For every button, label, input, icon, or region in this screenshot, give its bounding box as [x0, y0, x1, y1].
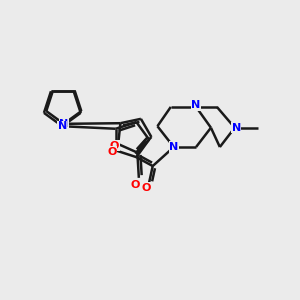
Text: N: N	[169, 142, 178, 152]
Text: O: O	[110, 140, 119, 151]
Text: N: N	[59, 119, 68, 129]
Text: N: N	[232, 123, 241, 133]
Text: N: N	[58, 121, 67, 131]
Text: O: O	[107, 147, 117, 157]
Text: O: O	[130, 180, 140, 190]
Text: N: N	[191, 100, 201, 110]
Text: O: O	[142, 183, 151, 193]
